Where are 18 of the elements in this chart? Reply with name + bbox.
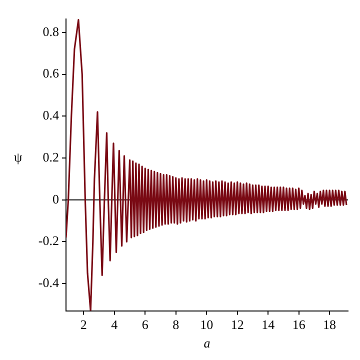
y-tick-label: 0.8 — [42, 24, 59, 39]
x-tick-label: 16 — [292, 317, 306, 332]
y-axis-title: ψ — [14, 149, 22, 164]
y-tick-label: -0.2 — [38, 233, 59, 248]
x-axis-title: a — [204, 336, 211, 351]
x-tick-label: 18 — [323, 317, 336, 332]
y-tick-label: 0.2 — [42, 149, 59, 164]
x-tick-label: 10 — [200, 317, 214, 332]
y-tick-label: 0 — [52, 191, 59, 206]
x-tick-label: 4 — [111, 317, 118, 332]
x-tick-label: 2 — [80, 317, 87, 332]
x-tick-label: 6 — [142, 317, 149, 332]
y-tick-label: 0.4 — [42, 108, 60, 123]
y-tick-label: -0.4 — [38, 275, 60, 290]
x-tick-label: 14 — [262, 317, 276, 332]
x-tick-label: 8 — [172, 317, 180, 332]
y-tick-label: 0.6 — [42, 66, 60, 81]
x-tick-label: 12 — [230, 317, 244, 332]
